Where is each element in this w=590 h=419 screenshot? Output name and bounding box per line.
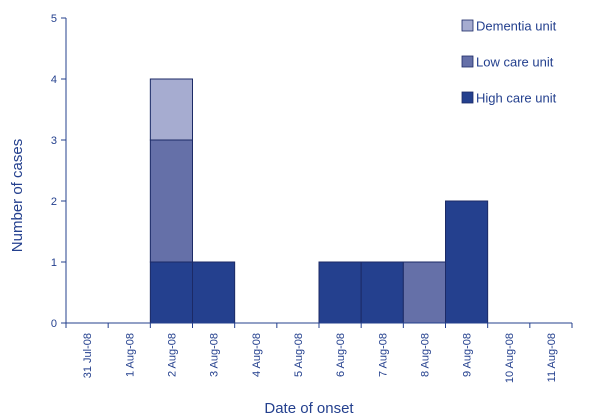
bar-high-care-unit: [445, 200, 489, 324]
x-tick-label: 10 Aug-08: [504, 333, 516, 383]
bar-dementia-unit: [149, 78, 193, 141]
bar-high-care-unit: [360, 261, 404, 324]
y-tick-label: 5: [51, 13, 57, 25]
x-tick-label: 11 Aug-08: [546, 333, 558, 382]
x-tick-label: 1 Aug-08: [124, 333, 136, 377]
bar-low-care-unit: [402, 261, 447, 324]
y-tick-label: 0: [51, 318, 57, 330]
y-tick-label: 2: [51, 196, 57, 208]
bars-group: [149, 78, 489, 324]
x-axis-title: Date of onset: [264, 400, 354, 417]
legend-swatch-high-care-unit: [461, 91, 474, 104]
x-tick-label: 8 Aug-08: [419, 333, 431, 377]
y-ticks: 0 1 2 3 4 5: [51, 13, 66, 330]
x-tick-label: 4 Aug-08: [251, 333, 263, 377]
bar-high-care-unit: [192, 261, 236, 324]
x-tick-label: 7 Aug-08: [377, 333, 389, 377]
x-tick-label: 3 Aug-08: [209, 333, 221, 377]
bar-high-care-unit: [149, 261, 193, 324]
y-tick-label: 4: [51, 74, 57, 86]
y-tick-label: 3: [51, 135, 57, 147]
legend-label-dementia-unit: Dementia unit: [476, 19, 557, 34]
legend-swatch-dementia-unit: [461, 19, 474, 32]
y-axis-title: Number of cases: [9, 139, 26, 252]
bar-low-care-unit: [149, 139, 193, 263]
legend-label-low-care-unit: Low care unit: [476, 55, 554, 70]
legend-swatch-low-care-unit: [461, 55, 474, 68]
y-tick-label: 1: [51, 257, 57, 269]
x-tick-label: 31 Jul-08: [82, 333, 94, 378]
x-ticks: 31 Jul-08 1 Aug-08 2 Aug-08 3 Aug-08 4 Aug-0…: [65, 323, 573, 383]
x-tick-label: 5 Aug-08: [293, 333, 305, 377]
x-tick-label: 2 Aug-08: [166, 333, 178, 377]
legend: Dementia unit Low care unit High care unit: [461, 19, 557, 106]
x-tick-label: 6 Aug-08: [335, 333, 347, 377]
legend-label-high-care-unit: High care unit: [476, 91, 557, 106]
bar-high-care-unit: [318, 261, 362, 324]
x-tick-label: 9 Aug-08: [462, 333, 474, 377]
